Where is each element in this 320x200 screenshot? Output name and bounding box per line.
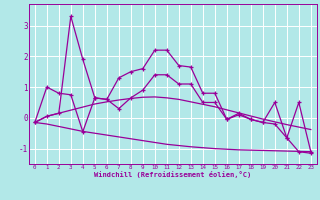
X-axis label: Windchill (Refroidissement éolien,°C): Windchill (Refroidissement éolien,°C): [94, 171, 252, 178]
